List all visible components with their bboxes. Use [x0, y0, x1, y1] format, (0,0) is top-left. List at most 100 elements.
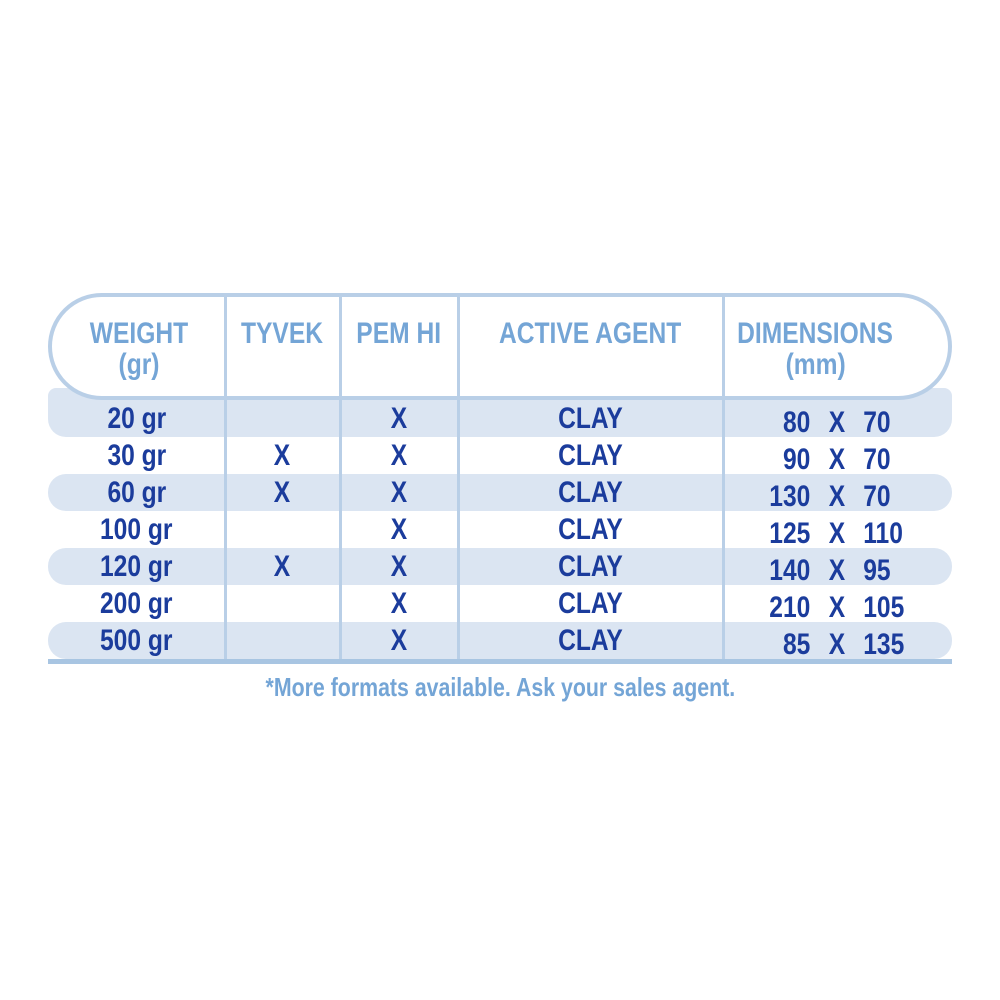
weight-cell: 60 gr [48, 474, 225, 511]
dimension-height: 135 [863, 628, 905, 661]
header-cell-active-agent: ACTIVE AGENT [458, 297, 723, 396]
pem-hi-mark: X [390, 402, 408, 435]
dimension-separator: X [828, 628, 846, 661]
pem-hi-cell: X [340, 511, 458, 548]
dimension-separator: X [828, 554, 846, 587]
pem-hi-cell: X [340, 474, 458, 511]
tyvek-mark: X [274, 550, 291, 583]
column-divider [457, 293, 460, 659]
header-cell-pem-hi: PEM HI [340, 297, 458, 396]
pem-hi-mark: X [390, 513, 408, 546]
dimension-width: 125 [769, 517, 811, 550]
pem-hi-mark: X [390, 624, 408, 657]
pem-hi-mark: X [390, 476, 408, 509]
active-agent-cell: CLAY [458, 511, 723, 548]
dimension-width: 140 [769, 554, 811, 587]
weight-value: 500 gr [100, 624, 173, 657]
dimension-width: 210 [769, 591, 811, 624]
pem-hi-cell: X [340, 388, 458, 437]
dimension-separator: X [828, 480, 846, 513]
header-cell-dimensions: DIMENSIONS (mm) [723, 297, 948, 396]
pem-hi-mark: X [390, 439, 408, 472]
active-agent-value: CLAY [558, 513, 623, 546]
weight-value: 60 gr [107, 476, 166, 509]
dimension-separator: X [828, 443, 846, 476]
header-title: PEM HI [356, 317, 442, 350]
active-agent-cell: CLAY [458, 388, 723, 437]
table-body: 20 gr X CLAY 80 X 70 30 gr X X CLAY 90 X [48, 388, 952, 664]
weight-cell: 20 gr [48, 388, 225, 437]
tyvek-cell [225, 585, 340, 622]
active-agent-value: CLAY [558, 587, 623, 620]
active-agent-value: CLAY [558, 402, 623, 435]
dimension-separator: X [828, 517, 846, 550]
dimension-height: 105 [863, 591, 905, 624]
weight-cell: 120 gr [48, 548, 225, 585]
pem-hi-cell: X [340, 622, 458, 659]
dimension-width: 80 [782, 406, 811, 439]
header-subtitle: (mm) [785, 348, 846, 381]
table-row: 500 gr X CLAY 85 X 135 [48, 622, 952, 661]
dimension-width: 130 [769, 480, 811, 513]
active-agent-cell: CLAY [458, 622, 723, 659]
dimension-width: 85 [782, 628, 811, 661]
tyvek-cell [225, 511, 340, 548]
table-row: 60 gr X X CLAY 130 X 70 [48, 474, 952, 513]
dimension-separator: X [828, 591, 846, 624]
pem-hi-cell: X [340, 548, 458, 585]
dimension-height: 110 [863, 517, 903, 550]
header-subtitle: (gr) [117, 348, 159, 381]
dimensions-cell: 90 X 70 [723, 441, 952, 478]
header-cell-tyvek: TYVEK [225, 297, 340, 396]
active-agent-value: CLAY [558, 476, 623, 509]
active-agent-cell: CLAY [458, 474, 723, 511]
table-row: 120 gr X X CLAY 140 X 95 [48, 548, 952, 587]
table-row: 100 gr X CLAY 125 X 110 [48, 511, 952, 550]
header-title: WEIGHT [89, 317, 188, 350]
header-cell-weight: WEIGHT (gr) [52, 297, 225, 396]
pem-hi-cell: X [340, 585, 458, 622]
weight-cell: 200 gr [48, 585, 225, 622]
header-title: TYVEK [241, 317, 324, 350]
dimension-separator: X [828, 406, 846, 439]
weight-value: 30 gr [107, 439, 166, 472]
dimensions-cell: 85 X 135 [723, 626, 952, 663]
column-divider [339, 293, 342, 659]
dimension-height: 70 [863, 480, 891, 513]
tyvek-cell: X [225, 474, 340, 511]
pem-hi-mark: X [390, 550, 408, 583]
dimensions-cell: 210 X 105 [723, 589, 952, 626]
dimension-height: 70 [863, 443, 891, 476]
dimension-width: 90 [782, 443, 811, 476]
column-divider [722, 293, 725, 659]
weight-value: 120 gr [100, 550, 173, 583]
dimension-height: 95 [863, 554, 891, 587]
active-agent-cell: CLAY [458, 437, 723, 474]
weight-cell: 100 gr [48, 511, 225, 548]
table-row: 30 gr X X CLAY 90 X 70 [48, 437, 952, 476]
weight-cell: 500 gr [48, 622, 225, 659]
pem-hi-cell: X [340, 437, 458, 474]
dimensions-cell: 80 X 70 [723, 392, 952, 441]
dimensions-cell: 140 X 95 [723, 552, 952, 589]
table-row: 200 gr X CLAY 210 X 105 [48, 585, 952, 624]
spec-table: WEIGHT (gr) TYVEK PEM HI ACTIVE AGENT DI… [48, 293, 952, 664]
tyvek-cell: X [225, 548, 340, 585]
header-title: DIMENSIONS [737, 317, 894, 350]
footnote: *More formats available. Ask your sales … [0, 672, 1000, 702]
active-agent-cell: CLAY [458, 585, 723, 622]
table-bottom-border [48, 659, 952, 664]
weight-value: 20 gr [107, 402, 166, 435]
weight-value: 100 gr [100, 513, 173, 546]
pem-hi-mark: X [390, 587, 408, 620]
dimensions-cell: 130 X 70 [723, 478, 952, 515]
weight-value: 200 gr [100, 587, 173, 620]
weight-cell: 30 gr [48, 437, 225, 474]
active-agent-value: CLAY [558, 624, 623, 657]
tyvek-mark: X [274, 439, 291, 472]
tyvek-mark: X [274, 476, 291, 509]
column-divider [224, 293, 227, 659]
dimensions-cell: 125 X 110 [723, 515, 952, 552]
table-header-row: WEIGHT (gr) TYVEK PEM HI ACTIVE AGENT DI… [48, 293, 952, 400]
